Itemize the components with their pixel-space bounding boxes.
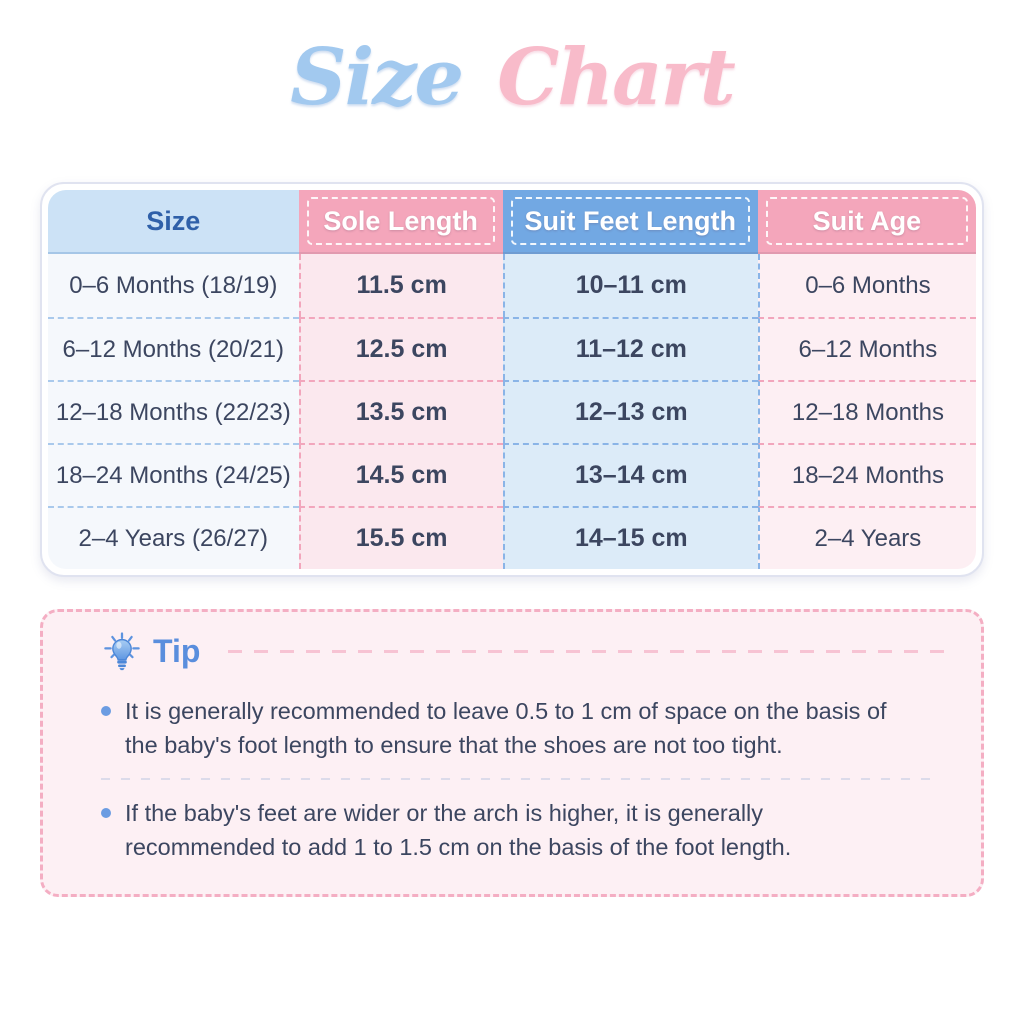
table-cell-size: 18–24 Months (24/25) (48, 443, 299, 506)
column-header-label: Suit Age (812, 205, 922, 236)
tip-bullet-item: If the baby's feet are wider or the arch… (73, 796, 951, 864)
table-cell-size: 0–6 Months (18/19) (48, 254, 299, 317)
column-header-size: Size (48, 190, 299, 254)
table-row: 12–18 Months (22/23) 13.5 cm 12–13 cm 12… (48, 380, 976, 443)
column-header-label: Sole Length (323, 205, 478, 236)
column-header-sole-length: Sole Length (298, 190, 503, 254)
tip-bullet-separator (101, 778, 941, 780)
table-cell-size: 12–18 Months (22/23) (48, 380, 299, 443)
table-row: 0–6 Months (18/19) 11.5 cm 10–11 cm 0–6 … (48, 254, 976, 317)
table-cell-sole-length: 11.5 cm (298, 254, 503, 317)
table-cell-suit-feet-length: 12–13 cm (502, 380, 758, 443)
tip-panel: Tip It is generally recommended to leave… (40, 609, 984, 897)
lightbulb-icon (104, 632, 140, 671)
bullet-dot-icon (101, 808, 111, 818)
table-cell-size: 2–4 Years (26/27) (48, 506, 299, 569)
table-cell-sole-length: 15.5 cm (298, 506, 503, 569)
table-cell-suit-age: 0–6 Months (757, 254, 976, 317)
table-row: 18–24 Months (24/25) 14.5 cm 13–14 cm 18… (48, 443, 976, 506)
tip-bullet-item: It is generally recommended to leave 0.5… (73, 694, 951, 762)
bullet-dot-icon (101, 706, 111, 716)
header-dashed-frame (765, 197, 968, 245)
tip-list: It is generally recommended to leave 0.5… (73, 694, 951, 864)
table-cell-sole-length: 12.5 cm (298, 317, 503, 380)
column-header-label: Size (146, 205, 201, 236)
tip-header: Tip (101, 630, 951, 672)
header-dashed-frame (306, 197, 495, 245)
header-dashed-frame (510, 197, 750, 245)
page-title: Size Chart (0, 30, 1024, 130)
table-cell-suit-age: 18–24 Months (757, 443, 976, 506)
size-table-inner: Size Sole Length Suit Feet Length Suit A… (48, 190, 976, 569)
title-word-chart: Chart (497, 32, 735, 123)
table-cell-suit-feet-length: 10–11 cm (502, 254, 758, 317)
table-cell-suit-feet-length: 11–12 cm (502, 317, 758, 380)
column-header-label: Suit Feet Length (524, 205, 737, 236)
table-row: 2–4 Years (26/27) 15.5 cm 14–15 cm 2–4 Y… (48, 506, 976, 569)
tip-bullet-text: If the baby's feet are wider or the arch… (125, 800, 792, 860)
table-row: 6–12 Months (20/21) 12.5 cm 11–12 cm 6–1… (48, 317, 976, 380)
table-cell-suit-age: 6–12 Months (757, 317, 976, 380)
table-cell-suit-age: 12–18 Months (757, 380, 976, 443)
table-cell-sole-length: 14.5 cm (298, 443, 503, 506)
tip-title: Tip (153, 632, 201, 669)
tip-bullet-text: It is generally recommended to leave 0.5… (125, 698, 887, 758)
table-cell-suit-feet-length: 13–14 cm (502, 443, 758, 506)
column-header-suit-feet-length: Suit Feet Length (502, 190, 758, 254)
tip-divider-line (228, 649, 947, 653)
table-cell-suit-feet-length: 14–15 cm (502, 506, 758, 569)
table-header-row: Size Sole Length Suit Feet Length Suit A… (48, 190, 976, 254)
column-header-suit-age: Suit Age (757, 190, 976, 254)
size-table: Size Sole Length Suit Feet Length Suit A… (40, 182, 984, 577)
title-word-size: Size (290, 32, 464, 123)
table-cell-sole-length: 13.5 cm (298, 380, 503, 443)
table-cell-size: 6–12 Months (20/21) (48, 317, 299, 380)
table-cell-suit-age: 2–4 Years (757, 506, 976, 569)
